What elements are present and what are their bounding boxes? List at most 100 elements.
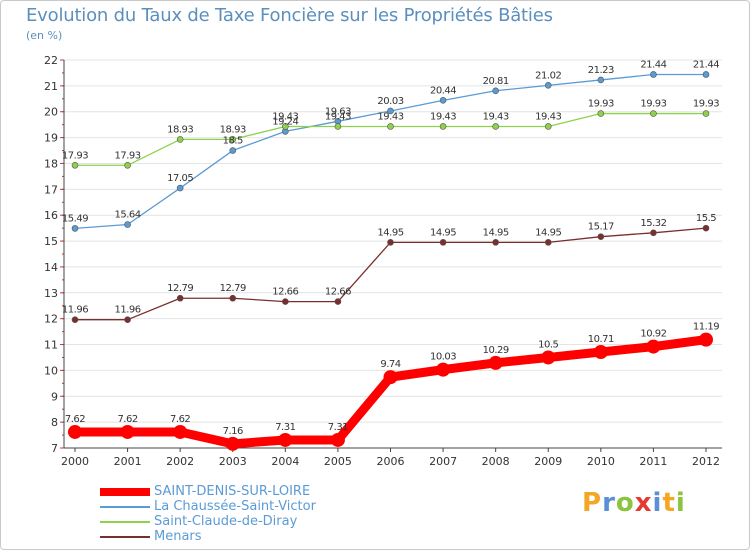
x-tick-label: 2004 bbox=[271, 455, 299, 468]
data-label: 19.43 bbox=[325, 111, 351, 122]
data-point bbox=[173, 424, 188, 439]
data-point bbox=[71, 316, 79, 324]
data-point bbox=[544, 82, 552, 89]
y-tick-label: 20 bbox=[44, 106, 58, 119]
data-point bbox=[541, 350, 556, 365]
data-point bbox=[282, 123, 289, 130]
data-label: 15.64 bbox=[115, 210, 141, 221]
data-label: 18.5 bbox=[223, 136, 243, 147]
x-tick-label: 2006 bbox=[377, 455, 405, 468]
data-label: 19.43 bbox=[377, 111, 403, 122]
x-tick-label: 2012 bbox=[692, 455, 720, 468]
data-label: 21.02 bbox=[535, 70, 561, 81]
data-label: 18.93 bbox=[167, 124, 193, 135]
data-label: 7.31 bbox=[275, 422, 295, 433]
legend-label: Menars bbox=[154, 529, 202, 544]
data-label: 14.95 bbox=[483, 227, 509, 238]
data-point bbox=[68, 424, 82, 439]
data-point bbox=[702, 71, 710, 78]
data-label: 19.43 bbox=[535, 111, 561, 122]
data-label: 19.63 bbox=[325, 106, 351, 117]
x-tick-label: 2009 bbox=[534, 455, 562, 468]
data-label: 7.62 bbox=[170, 414, 190, 425]
data-label: 10.5 bbox=[538, 339, 558, 350]
legend-swatch bbox=[100, 536, 150, 538]
data-label: 19.43 bbox=[272, 111, 298, 122]
data-label: 11.19 bbox=[693, 322, 719, 333]
y-tick-label: 10 bbox=[44, 364, 58, 377]
data-label: 10.92 bbox=[640, 329, 666, 340]
legend-label: Saint-Claude-de-Diray bbox=[154, 514, 298, 529]
data-point bbox=[120, 424, 135, 439]
data-label: 7.62 bbox=[65, 414, 85, 425]
data-point bbox=[439, 97, 447, 104]
data-point bbox=[387, 239, 394, 246]
data-label: 15.32 bbox=[640, 218, 666, 229]
data-point bbox=[278, 432, 293, 447]
data-label: 12.66 bbox=[272, 287, 298, 298]
data-point bbox=[330, 432, 345, 447]
data-label: 19.43 bbox=[430, 111, 456, 122]
chart-title: Evolution du Taux de Taxe Foncière sur l… bbox=[26, 5, 553, 26]
legend-swatch bbox=[100, 521, 150, 523]
data-label: 19.93 bbox=[693, 99, 719, 110]
line-chart: 7 8 9 10 11 12 13 14 15 16 17 18 19 20 21 22 2000 2001 200… bbox=[44, 54, 722, 468]
data-point bbox=[334, 298, 342, 305]
data-label: 10.29 bbox=[483, 345, 509, 356]
data-point bbox=[124, 221, 131, 228]
data-point bbox=[229, 147, 237, 154]
data-label: 15.49 bbox=[62, 213, 88, 224]
logo-letter: o bbox=[615, 488, 635, 518]
data-point bbox=[71, 225, 79, 232]
proxiti-logo: Proxiti bbox=[582, 488, 686, 518]
x-tick-label: 2002 bbox=[166, 455, 194, 468]
legend-label: SAINT-DENIS-SUR-LOIRE bbox=[154, 484, 311, 499]
logo-letter: x bbox=[634, 488, 653, 518]
x-tick-label: 2005 bbox=[324, 455, 352, 468]
x-tick-label: 2011 bbox=[639, 455, 667, 468]
data-point bbox=[492, 87, 499, 95]
data-label: 19.24 bbox=[272, 116, 298, 127]
y-tick-label: 17 bbox=[44, 183, 58, 196]
x-tick-label: 2008 bbox=[482, 455, 510, 468]
chart-subtitle: (en %) bbox=[26, 29, 63, 42]
data-label: 15.5 bbox=[696, 213, 716, 224]
y-tick-label: 7 bbox=[51, 442, 58, 455]
data-point bbox=[225, 436, 240, 451]
data-point bbox=[492, 123, 499, 130]
data-point bbox=[699, 332, 713, 347]
data-point bbox=[387, 107, 394, 115]
data-point bbox=[544, 123, 552, 130]
legend-label: La Chaussée-Saint-Victor bbox=[154, 499, 316, 514]
data-label: 14.95 bbox=[377, 227, 403, 238]
logo-letter: i bbox=[675, 488, 686, 518]
data-label: 12.79 bbox=[167, 283, 193, 294]
y-tick-label: 8 bbox=[51, 416, 58, 429]
data-label: 15.17 bbox=[588, 222, 614, 233]
y-tick-label: 15 bbox=[44, 235, 58, 248]
data-point bbox=[650, 71, 657, 78]
data-point bbox=[597, 233, 605, 240]
y-tick-label: 13 bbox=[44, 287, 58, 300]
data-point bbox=[702, 110, 710, 117]
data-label: 19.93 bbox=[588, 99, 614, 110]
data-label: 9.74 bbox=[380, 359, 400, 370]
data-label: 11.96 bbox=[62, 305, 88, 316]
data-label: 20.03 bbox=[377, 96, 403, 107]
data-point bbox=[229, 136, 237, 143]
legend-swatch bbox=[100, 506, 150, 508]
data-point bbox=[488, 355, 503, 370]
x-tick-label: 2001 bbox=[114, 455, 142, 468]
data-point bbox=[282, 298, 289, 305]
x-tick-label: 2000 bbox=[61, 455, 89, 468]
x-tick-label: 2010 bbox=[587, 455, 615, 468]
data-point bbox=[597, 76, 605, 84]
data-label: 17.05 bbox=[167, 173, 193, 184]
data-point bbox=[439, 123, 447, 130]
x-tick-label: 2007 bbox=[429, 455, 457, 468]
data-point bbox=[387, 123, 394, 130]
data-label: 18.93 bbox=[220, 124, 246, 135]
y-tick-label: 18 bbox=[44, 157, 58, 170]
data-point bbox=[593, 345, 608, 360]
logo-letter: r bbox=[602, 488, 616, 518]
